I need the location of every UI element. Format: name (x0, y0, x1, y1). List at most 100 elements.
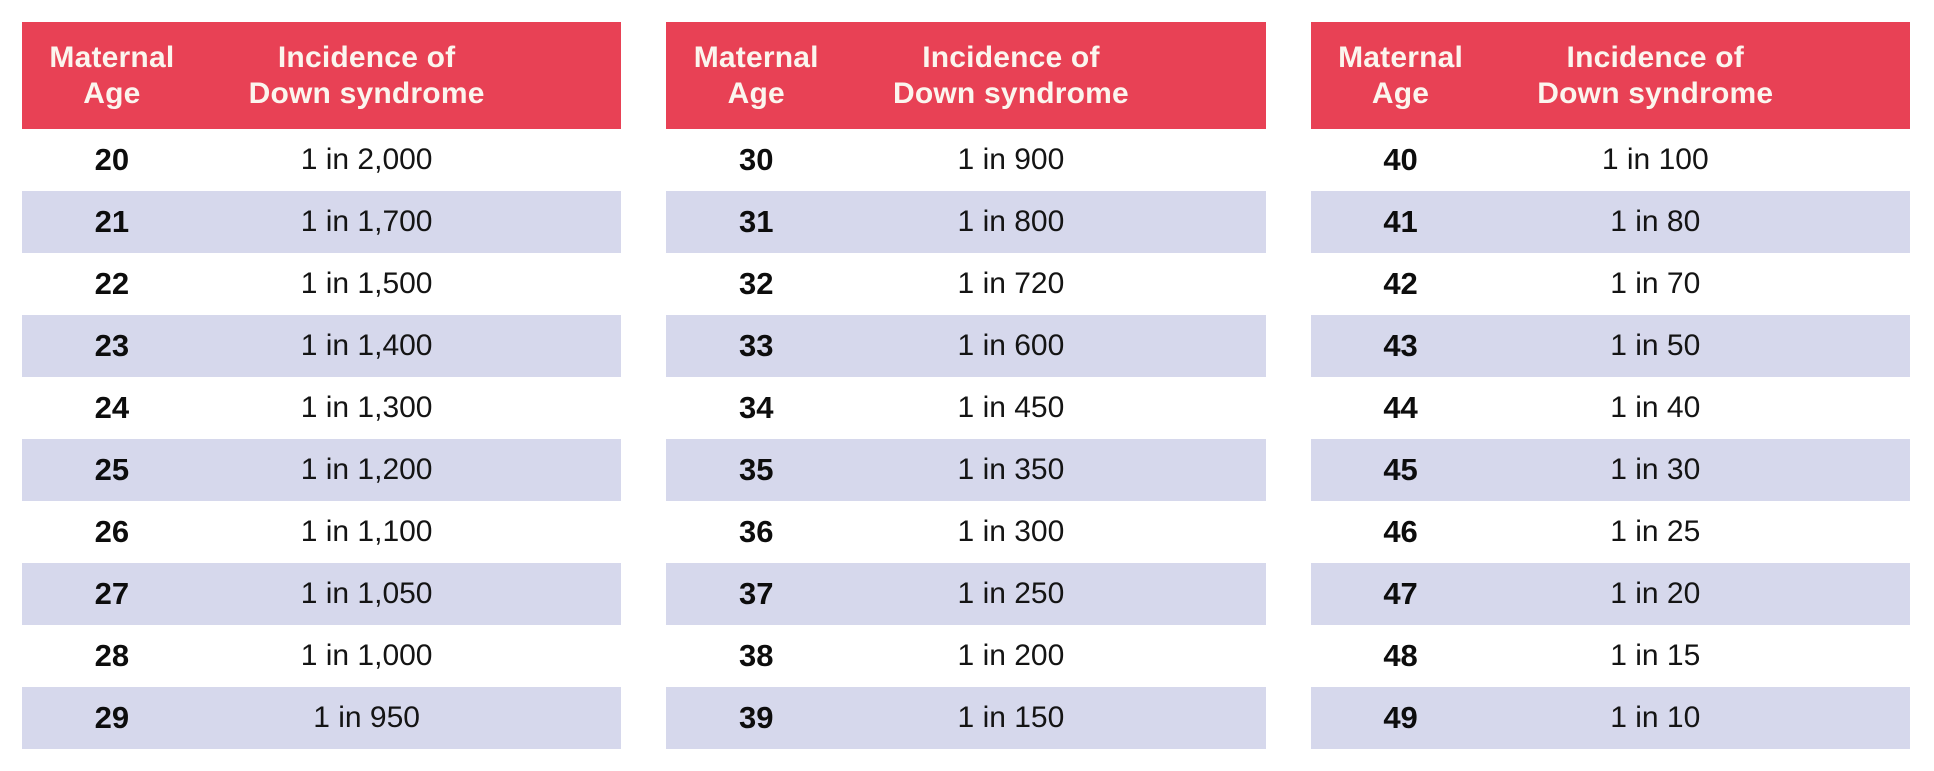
maternal-age-value: 42 (1383, 266, 1418, 301)
maternal-age-value: 45 (1383, 452, 1418, 487)
incidence-value: 1 in 1,400 (300, 329, 433, 362)
maternal-age-value: 27 (94, 576, 130, 611)
incidence-value: 1 in 70 (1610, 267, 1701, 300)
incidence-value: 1 in 40 (1610, 391, 1701, 424)
maternal-age-header-line2: Age (83, 76, 141, 110)
table-row: 24 1 in 1,300 (22, 377, 621, 439)
table-body: 20 1 in 2,000 21 1 in 1,700 22 1 in 1,500 23 1 … (22, 129, 622, 749)
maternal-age-value: 46 (1383, 514, 1418, 549)
table-row: 40 1 in 100 (1311, 129, 1910, 191)
age-table-20s: Maternal Age Incidence of Down syndrome … (22, 22, 622, 749)
maternal-age-value: 21 (94, 204, 130, 239)
maternal-age-value: 29 (94, 700, 130, 735)
maternal-age-value: 35 (738, 452, 774, 487)
maternal-age-value: 31 (738, 204, 774, 239)
maternal-age-header: Maternal Age (1311, 40, 1491, 111)
incidence-value: 1 in 1,500 (300, 267, 433, 300)
incidence-header: Incidence of Down syndrome (1490, 40, 1820, 111)
table-row: 42 1 in 70 (1311, 253, 1910, 315)
table-row: 44 1 in 40 (1311, 377, 1910, 439)
table-row: 47 1 in 20 (1310, 563, 1910, 625)
incidence-value: 1 in 1,100 (300, 515, 433, 548)
incidence-value: 1 in 30 (1610, 453, 1701, 486)
incidence-header-line1: Incidence of (922, 41, 1100, 75)
incidence-value: 1 in 450 (957, 391, 1065, 424)
incidence-value: 1 in 10 (1610, 701, 1701, 734)
table-row: 25 1 in 1,200 (22, 439, 622, 501)
incidence-value: 1 in 800 (957, 205, 1065, 238)
table-row: 23 1 in 1,400 (22, 315, 622, 377)
maternal-age-value: 30 (738, 142, 774, 177)
table-row: 46 1 in 25 (1311, 501, 1910, 563)
incidence-value: 1 in 80 (1610, 205, 1701, 238)
incidence-value: 1 in 250 (957, 577, 1065, 610)
incidence-value: 1 in 1,000 (300, 639, 433, 672)
age-table-30s: Maternal Age Incidence of Down syndrome … (666, 22, 1266, 749)
table-header: Maternal Age Incidence of Down syndrome (1310, 22, 1910, 129)
table-header: Maternal Age Incidence of Down syndrome (666, 22, 1266, 129)
maternal-age-value: 28 (94, 638, 130, 673)
maternal-age-value: 32 (738, 266, 774, 301)
maternal-age-value: 36 (738, 514, 774, 549)
incidence-value: 1 in 300 (957, 515, 1065, 548)
table-row: 22 1 in 1,500 (22, 253, 621, 315)
maternal-age-value: 48 (1383, 638, 1418, 673)
incidence-value: 1 in 1,200 (300, 453, 433, 486)
table-row: 34 1 in 450 (666, 377, 1265, 439)
incidence-header-line2: Down syndrome (1537, 76, 1774, 110)
maternal-age-header: Maternal Age (666, 40, 846, 111)
incidence-value: 1 in 20 (1610, 577, 1701, 610)
table-row: 38 1 in 200 (666, 625, 1265, 687)
maternal-age-value: 22 (94, 266, 130, 301)
table-row: 33 1 in 600 (666, 315, 1266, 377)
maternal-age-value: 40 (1383, 142, 1418, 177)
maternal-age-value: 25 (94, 452, 130, 487)
incidence-value: 1 in 350 (957, 453, 1065, 486)
maternal-age-tables: Maternal Age Incidence of Down syndrome … (22, 22, 1910, 749)
table-header: Maternal Age Incidence of Down syndrome (22, 22, 622, 129)
table-row: 37 1 in 250 (666, 563, 1266, 625)
table-row: 26 1 in 1,100 (22, 501, 621, 563)
maternal-age-value: 41 (1383, 204, 1418, 239)
maternal-age-value: 49 (1383, 700, 1418, 735)
table-row: 49 1 in 10 (1310, 687, 1910, 749)
incidence-header-line2: Down syndrome (248, 76, 485, 110)
incidence-value: 1 in 900 (957, 143, 1065, 176)
maternal-age-value: 38 (738, 638, 774, 673)
age-table-40s: Maternal Age Incidence of Down syndrome … (1310, 22, 1910, 749)
maternal-age-value: 43 (1383, 328, 1418, 363)
table-row: 39 1 in 150 (666, 687, 1266, 749)
table-row: 48 1 in 15 (1311, 625, 1910, 687)
table-row: 36 1 in 300 (666, 501, 1265, 563)
incidence-header-line2: Down syndrome (892, 76, 1129, 110)
table-row: 27 1 in 1,050 (22, 563, 622, 625)
maternal-age-header-line1: Maternal (693, 41, 819, 75)
table-row: 31 1 in 800 (666, 191, 1266, 253)
table-row: 20 1 in 2,000 (22, 129, 621, 191)
incidence-value: 1 in 25 (1610, 515, 1701, 548)
table-row: 30 1 in 900 (666, 129, 1265, 191)
incidence-header: Incidence of Down syndrome (846, 40, 1176, 111)
maternal-age-header-line2: Age (727, 76, 785, 110)
table-row: 35 1 in 350 (666, 439, 1266, 501)
table-body: 40 1 in 100 41 1 in 80 42 1 in 70 43 1 in 50 44 1… (1310, 129, 1910, 749)
maternal-age-value: 47 (1383, 576, 1418, 611)
maternal-age-header-line2: Age (1371, 76, 1430, 110)
table-row: 41 1 in 80 (1310, 191, 1910, 253)
incidence-value: 1 in 150 (957, 701, 1065, 734)
maternal-age-value: 20 (94, 142, 130, 177)
table-row: 29 1 in 950 (22, 687, 622, 749)
table-row: 45 1 in 30 (1310, 439, 1910, 501)
maternal-age-value: 23 (94, 328, 130, 363)
table-row: 32 1 in 720 (666, 253, 1265, 315)
maternal-age-value: 39 (738, 700, 774, 735)
incidence-header-line1: Incidence of (277, 41, 456, 75)
incidence-value: 1 in 50 (1610, 329, 1701, 362)
maternal-age-header-line1: Maternal (1338, 41, 1464, 75)
incidence-value: 1 in 1,700 (300, 205, 433, 238)
table-row: 21 1 in 1,700 (22, 191, 622, 253)
incidence-value: 1 in 1,300 (300, 391, 433, 424)
maternal-age-value: 37 (738, 576, 774, 611)
table-row: 28 1 in 1,000 (22, 625, 621, 687)
incidence-header: Incidence of Down syndrome (202, 40, 532, 111)
